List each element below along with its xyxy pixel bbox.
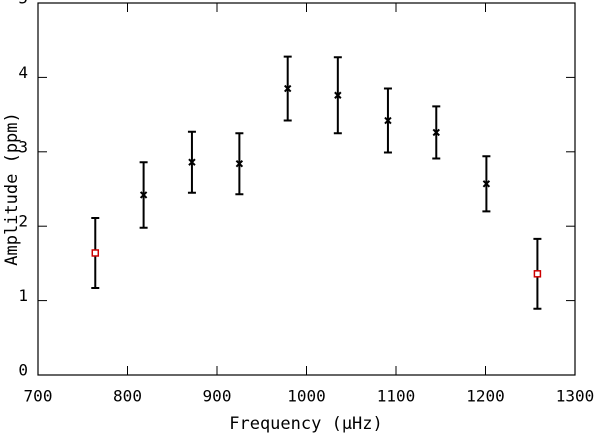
x-tick-label: 800 bbox=[113, 387, 142, 406]
y-tick-label: 2 bbox=[18, 212, 28, 231]
x-tick-label: 1000 bbox=[287, 387, 326, 406]
y-tick-label: 0 bbox=[18, 361, 28, 380]
data-point bbox=[334, 91, 342, 99]
data-point bbox=[91, 249, 100, 257]
y-tick-label: 3 bbox=[18, 137, 28, 156]
x-tick-label: 700 bbox=[24, 387, 53, 406]
data-point bbox=[188, 158, 196, 166]
y-tick-label: 1 bbox=[18, 286, 28, 305]
x-tick-label: 1200 bbox=[466, 387, 505, 406]
y-tick-label: 5 bbox=[18, 0, 28, 8]
y-tick-label: 4 bbox=[18, 63, 28, 82]
y-axis-title: Amplitude (ppm) bbox=[2, 112, 22, 266]
data-point bbox=[432, 128, 440, 137]
x-tick-label: 1300 bbox=[556, 387, 595, 406]
data-point bbox=[139, 191, 148, 199]
x-tick-label: 900 bbox=[203, 387, 232, 406]
data-point bbox=[533, 270, 542, 278]
data-point bbox=[235, 159, 244, 168]
data-point bbox=[283, 84, 292, 93]
x-tick-label: 1100 bbox=[377, 387, 416, 406]
plot-frame bbox=[37, 2, 576, 376]
x-axis-title: Frequency (μHz) bbox=[229, 414, 383, 434]
data-point bbox=[384, 116, 392, 125]
data-point bbox=[482, 180, 491, 188]
